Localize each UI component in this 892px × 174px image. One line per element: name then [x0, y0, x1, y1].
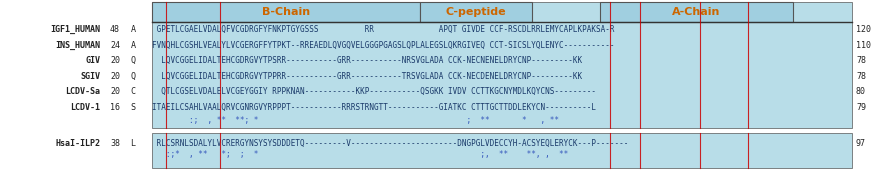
Text: HsaI-ILP2: HsaI-ILP2 — [55, 139, 100, 148]
Text: IGF1_HUMAN: IGF1_HUMAN — [50, 25, 100, 34]
Bar — [152, 2, 852, 128]
Text: GIV: GIV — [85, 56, 100, 65]
Text: 120: 120 — [856, 25, 871, 34]
Text: ITAEILCSAHLVAALQRVCGNRGVYRPPPT-----------RRRSTRNGTT-----------GIATKC CTTTGCTTDDL: ITAEILCSAHLVAALQRVCGNRGVYRPPPT----------… — [152, 103, 596, 112]
Bar — [152, 133, 852, 168]
Text: S: S — [130, 103, 136, 112]
Text: 78: 78 — [856, 56, 866, 65]
Text: 38: 38 — [110, 139, 120, 148]
Bar — [152, 2, 420, 22]
Text: A: A — [130, 41, 136, 50]
Text: LCDV-1: LCDV-1 — [70, 103, 100, 112]
Text: A-Chain: A-Chain — [673, 7, 721, 17]
Text: 110: 110 — [856, 41, 871, 50]
Text: LCDV-Sa: LCDV-Sa — [65, 87, 100, 96]
Text: 20: 20 — [110, 72, 120, 81]
Text: :;  , **  **; *                                             ;  **       *   , **: :; , ** **; * ; ** * , ** — [152, 116, 559, 125]
Text: B-Chain: B-Chain — [262, 7, 310, 17]
Text: SGIV: SGIV — [80, 72, 100, 81]
Text: 24: 24 — [110, 41, 120, 50]
Text: 97: 97 — [856, 139, 866, 148]
Text: 78: 78 — [856, 72, 866, 81]
Text: C: C — [130, 87, 136, 96]
Text: 48: 48 — [110, 25, 120, 34]
Text: :;*  , **   *;  ;  *                                                ;,  **    **: :;* , ** *; ; * ;, ** ** — [152, 151, 568, 160]
Text: 20: 20 — [110, 87, 120, 96]
Text: 20: 20 — [110, 56, 120, 65]
Text: L: L — [130, 139, 136, 148]
Bar — [600, 2, 793, 22]
Text: Q: Q — [130, 56, 136, 65]
Text: QTLCGSELVDALELVCGEYGGIY RPPKNAN-----------KKP-----------QSGKK IVDV CCTTKGCNYMDLK: QTLCGSELVDALELVCGEYGGIY RPPKNAN---------… — [152, 87, 596, 96]
Text: A: A — [130, 25, 136, 34]
Bar — [420, 2, 532, 22]
Text: LQVCGGELIDALTEHCGDRGVYTPSRR-----------GRR-----------NRSVGLADA CCK-NECNENELDRYCNP: LQVCGGELIDALTEHCGDRGVYTPSRR-----------GR… — [152, 56, 582, 65]
Text: Q: Q — [130, 72, 136, 81]
Text: C-peptide: C-peptide — [446, 7, 507, 17]
Text: INS_HUMAN: INS_HUMAN — [55, 41, 100, 50]
Text: RLCSRNLSDALYLVCRERGYNSYSYSDDDETQ---------V-----------------------DNGPGLVDECCYH-A: RLCSRNLSDALYLVCRERGYNSYSYSDDDETQ--------… — [152, 139, 628, 148]
Text: 16: 16 — [110, 103, 120, 112]
Text: FVNQHLCGSHLVEALYLVCGERGFFYTPKT--RREAEDLQVGQVELGGGPGAGSLQPLALEGSLQKRGIVEQ CCT-SIC: FVNQHLCGSHLVEALYLVCGERGFFYTPKT--RREAEDLQ… — [152, 41, 615, 50]
Text: 79: 79 — [856, 103, 866, 112]
Text: LQVCGGELIDALTEHCGDRGVYTPPRR-----------GRR-----------TRSVGLADA CCK-NECDENELDRYCNP: LQVCGGELIDALTEHCGDRGVYTPPRR-----------GR… — [152, 72, 582, 81]
Text: GPETLCGAELVDALQFVCGDRGFYFNKPTGYGSSS          RR              APQT GIVDE CCF-RSCD: GPETLCGAELVDALQFVCGDRGFYFNKPTGYGSSS RR A… — [152, 25, 615, 34]
Text: 80: 80 — [856, 87, 866, 96]
